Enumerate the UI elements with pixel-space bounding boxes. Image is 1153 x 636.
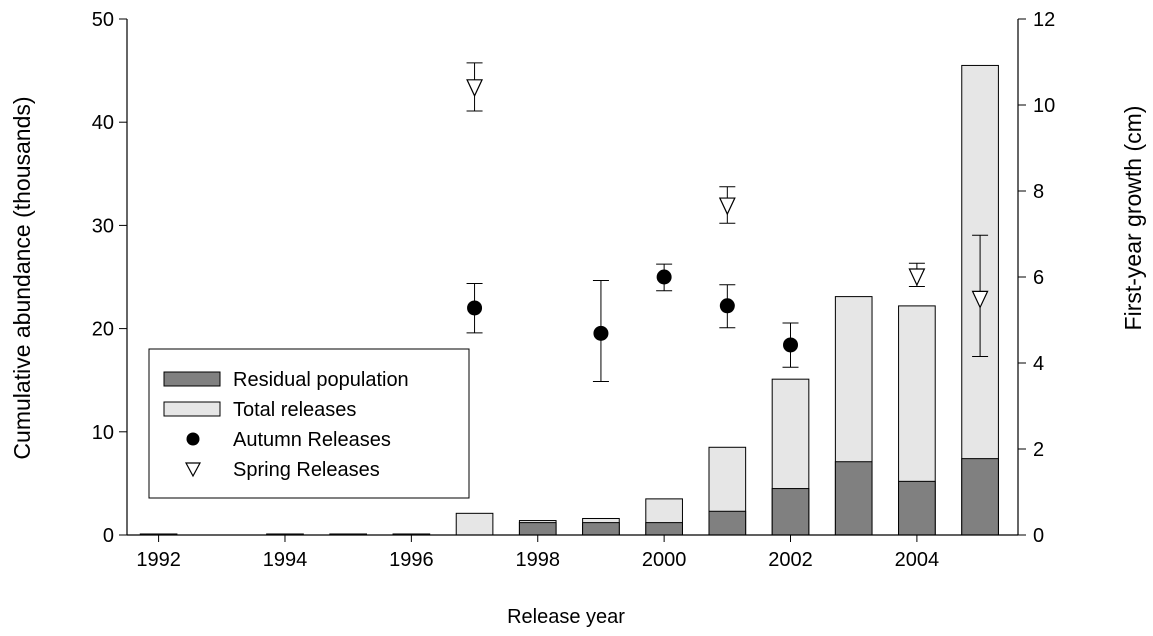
marker-spring: [718, 197, 736, 216]
x-tick-label: 2000: [642, 549, 687, 571]
marker-autumn: [467, 300, 483, 316]
point-spring-2001: [718, 186, 736, 224]
point-spring-2005: [971, 234, 989, 358]
bar-residual-population-1999: [582, 522, 620, 536]
marker-spring: [971, 290, 989, 309]
point-spring-2004: [908, 262, 926, 287]
y-right-tick-label: 8: [1033, 181, 1044, 203]
legend-label-total: Total releases: [233, 399, 356, 421]
legend-label-residual: Residual population: [233, 369, 409, 391]
marker-autumn: [656, 269, 672, 285]
y-left-tick-label: 50: [92, 9, 114, 31]
y-right-tick-label: 4: [1033, 353, 1044, 375]
point-autumn-1997: [466, 282, 483, 334]
y-left-tick-label: 10: [92, 422, 114, 444]
legend-label-spring: Spring Releases: [233, 459, 380, 481]
y-left-tick-label: 30: [92, 215, 114, 237]
y-right-tick-label: 2: [1033, 439, 1044, 461]
marker-spring: [908, 268, 926, 287]
y-right-tick-label: 6: [1033, 267, 1044, 289]
y-axis-right-label: First-year growth (cm): [1120, 106, 1146, 331]
bar-residual-population-1998: [518, 522, 557, 536]
y-right-tick-label: 0: [1033, 525, 1044, 547]
legend-swatch-residual: [163, 371, 221, 387]
y-right-tick-label: 10: [1033, 95, 1055, 117]
x-tick-label: 1994: [263, 549, 308, 571]
y-axis-left-label: Cumulative abundance (thousands): [9, 96, 35, 459]
x-tick-label: 1996: [389, 549, 434, 571]
bar-residual-population-2005: [961, 458, 999, 536]
point-autumn-1999: [592, 279, 609, 382]
point-autumn-2002: [782, 322, 799, 368]
y-left-tick-label: 40: [92, 112, 114, 134]
axes-layer: 0 10 20 30 40 50 0 2 4 6 8 10 12 1992 1994 1996 1998 2000…: [92, 9, 1056, 571]
y-left-tick-label: 0: [103, 525, 114, 547]
bar-residual-population-2000: [645, 522, 683, 536]
point-spring-1997: [466, 62, 483, 112]
legend-label-autumn: Autumn Releases: [233, 429, 391, 451]
y-left-tick-label: 20: [92, 319, 114, 341]
x-tick-label: 1992: [136, 549, 181, 571]
bar-residual-population-2003: [834, 461, 873, 536]
bar-residual-population-2002: [771, 488, 810, 536]
bar-residual-population-2004: [898, 480, 936, 536]
legend-marker-autumn: [186, 432, 200, 446]
legend-marker-spring: [184, 462, 202, 478]
x-tick-label: 2004: [895, 549, 940, 571]
marker-autumn: [719, 298, 735, 314]
bar-residual-population-2001: [708, 510, 747, 536]
points-layer: [466, 62, 989, 382]
y-right-tick-label: 12: [1033, 9, 1055, 31]
x-axis-label: Release year: [507, 606, 625, 628]
marker-spring: [466, 79, 483, 98]
legend: Residual population Total releases Autum…: [148, 348, 470, 499]
x-tick-label: 1998: [515, 549, 560, 571]
marker-autumn: [593, 325, 609, 341]
x-tick-label: 2002: [768, 549, 813, 571]
bar-total-releases-1997: [455, 512, 494, 536]
point-autumn-2001: [719, 284, 736, 329]
point-autumn-2000: [656, 263, 673, 292]
legend-swatch-total: [163, 401, 221, 417]
marker-autumn: [783, 337, 799, 353]
